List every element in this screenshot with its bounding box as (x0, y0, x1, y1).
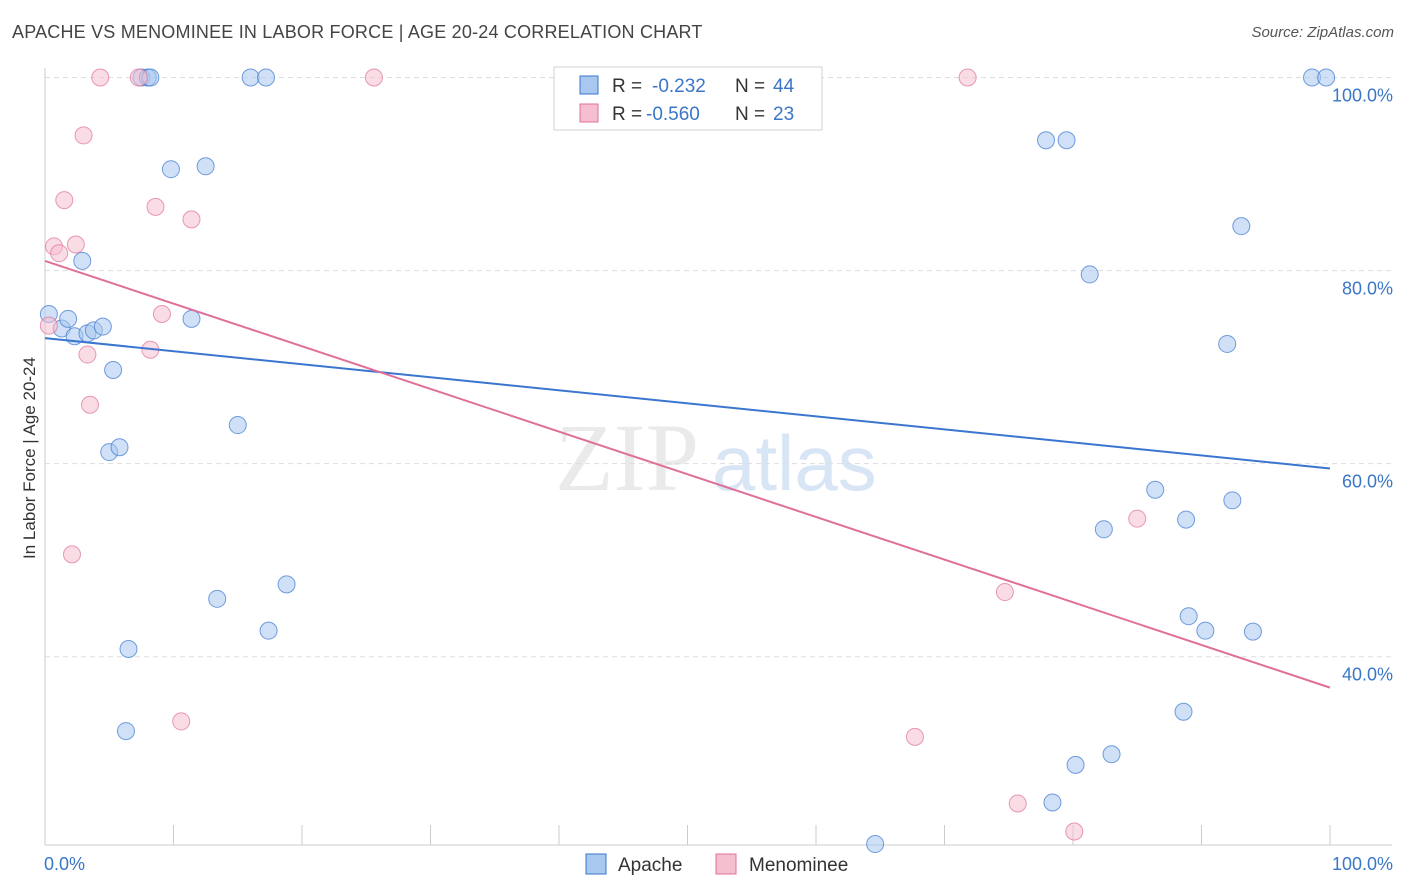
menominee-point (172, 712, 191, 731)
apache-point (1223, 491, 1242, 510)
menominee-legend-label: Menominee (749, 855, 848, 876)
y-tick-label: 100.0% (1332, 85, 1393, 105)
stats-legend: R = -0.232 N = 44 R = -0.560 N = 23 (553, 66, 823, 131)
apache-point (1037, 131, 1056, 150)
apache-point (1146, 480, 1165, 499)
menominee-legend-swatch (579, 103, 599, 123)
apache-legend-swatch (579, 75, 599, 95)
menominee-point (66, 235, 85, 254)
x-tick-label: 100.0% (1332, 854, 1393, 874)
apache-point (257, 68, 276, 87)
y-tick-label: 60.0% (1342, 472, 1393, 492)
apache-point (59, 309, 78, 328)
watermark: ZIP atlas (555, 404, 877, 511)
apache-point (182, 309, 201, 328)
y-tick-label: 80.0% (1342, 279, 1393, 299)
menominee-point (62, 545, 81, 564)
menominee-point (74, 126, 93, 145)
menominee-point (364, 68, 383, 87)
apache-point (1066, 755, 1085, 774)
apache-point (228, 416, 247, 435)
menominee-point (146, 197, 165, 216)
apache-trend-line (44, 337, 1331, 470)
apache-point (259, 621, 278, 640)
menominee-point (129, 68, 148, 87)
apache-point (1094, 520, 1113, 539)
apache-point (161, 160, 180, 179)
apache-n-label: N = (735, 76, 765, 97)
apache-point (241, 68, 260, 87)
trend-lines (44, 259, 1331, 689)
apache-point (866, 835, 885, 854)
apache-point (1243, 622, 1262, 641)
apache-r-label: R = (612, 76, 642, 97)
menominee-point (1008, 794, 1027, 813)
apache-point (73, 251, 92, 270)
y-tick-label: 40.0% (1342, 665, 1393, 685)
menominee-point (55, 191, 74, 210)
apache-point (1043, 793, 1062, 812)
menominee-bottom-swatch (715, 853, 737, 875)
apache-point (1080, 265, 1099, 284)
stats-legend-box (553, 66, 823, 131)
x-tick-label: 0.0% (44, 854, 85, 874)
apache-point (1177, 510, 1196, 529)
menominee-n-value: 23 (773, 104, 794, 125)
menominee-point (995, 583, 1014, 602)
watermark-zip: ZIP (555, 404, 699, 511)
menominee-point (80, 395, 99, 414)
y-axis-label: In Labor Force | Age 20-24 (20, 357, 39, 559)
apache-point (110, 438, 129, 457)
x-tick-labels: 0.0% 100.0% (44, 854, 1393, 874)
apache-bottom-swatch (585, 853, 607, 875)
menominee-n-label: N = (735, 104, 765, 125)
source-credit: Source: ZipAtlas.com (1251, 24, 1394, 41)
y-tick-labels: 40.0% 60.0% 80.0% 100.0% (1332, 85, 1393, 684)
menominee-point (1128, 509, 1147, 528)
menominee-points (39, 68, 1147, 841)
menominee-point (958, 68, 977, 87)
menominee-point (905, 727, 924, 746)
apache-point (93, 317, 112, 336)
apache-point (1196, 621, 1215, 640)
menominee-r-value: -0.560 (646, 104, 700, 125)
apache-point (1102, 745, 1121, 764)
menominee-point (39, 316, 58, 335)
series-legend: Apache Menominee (585, 853, 848, 876)
apache-point (1232, 217, 1251, 236)
apache-point (1174, 702, 1193, 721)
apache-point (1218, 334, 1237, 353)
menominee-trend-line (44, 259, 1331, 689)
apache-point (1317, 68, 1336, 87)
gridlines (45, 76, 1392, 658)
apache-point (1057, 131, 1076, 150)
apache-r-value: -0.232 (652, 76, 706, 97)
menominee-point (182, 210, 201, 229)
apache-point (208, 589, 227, 608)
menominee-point (152, 305, 171, 324)
menominee-point (1065, 822, 1084, 841)
chart-title: APACHE VS MENOMINEE IN LABOR FORCE | AGE… (12, 22, 703, 42)
menominee-point (78, 345, 97, 364)
menominee-r-label: R = (612, 104, 642, 125)
apache-point (119, 640, 138, 659)
watermark-atlas: atlas (712, 419, 877, 507)
apache-legend-label: Apache (618, 855, 682, 876)
apache-point (104, 361, 123, 380)
menominee-point (50, 244, 69, 263)
menominee-point (91, 68, 110, 87)
apache-point (277, 575, 296, 594)
apache-n-value: 44 (773, 76, 795, 97)
apache-point (116, 722, 135, 741)
apache-point (1179, 607, 1198, 626)
apache-points (39, 68, 1336, 854)
apache-point (196, 157, 215, 176)
